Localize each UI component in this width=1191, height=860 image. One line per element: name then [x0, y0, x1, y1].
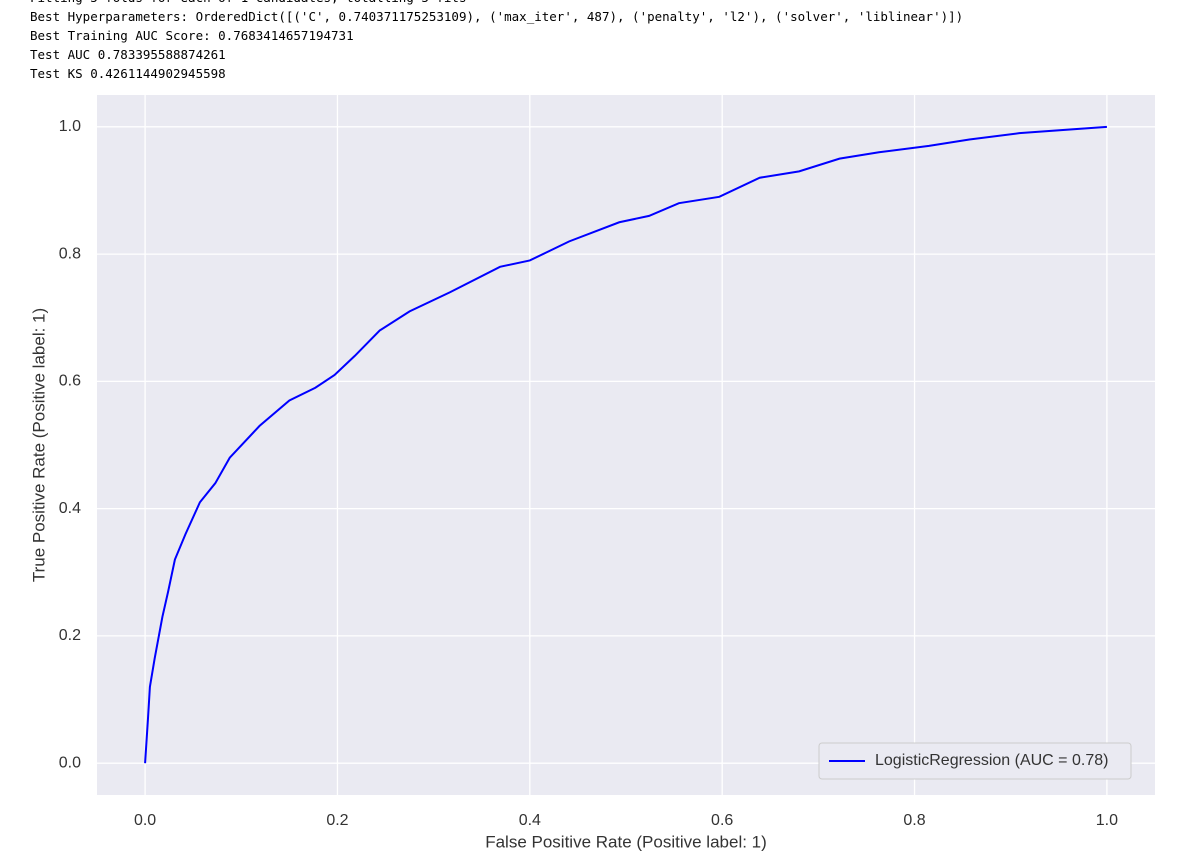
y-tick-label: 1.0: [59, 118, 81, 135]
y-axis-label: True Positive Rate (Positive label: 1): [29, 308, 48, 582]
x-tick-label: 0.6: [711, 812, 733, 829]
output-line: Best Hyperparameters: OrderedDict([('C',…: [30, 9, 964, 24]
output-line: Fitting 5 folds for each of 1 candidates…: [30, 0, 467, 5]
output-line: Best Training AUC Score: 0.7683414657194…: [30, 28, 354, 43]
x-tick-label: 1.0: [1096, 812, 1118, 829]
x-tick-label: 0.0: [134, 812, 156, 829]
y-tick-label: 0.8: [59, 245, 81, 262]
output-line: Test KS 0.4261144902945598: [30, 66, 226, 81]
y-tick-label: 0.6: [59, 373, 81, 390]
y-tick-label: 0.2: [59, 627, 81, 644]
plot-area: [97, 95, 1155, 795]
legend-box: [818, 742, 1132, 780]
output-line: Test AUC 0.783395588874261: [30, 47, 226, 62]
x-tick-label: 0.4: [519, 812, 541, 829]
x-tick-label: 0.8: [903, 812, 925, 829]
roc-curve: [144, 125, 1107, 764]
x-tick-label: 0.2: [326, 812, 348, 829]
y-tick-label: 0.4: [59, 500, 81, 517]
x-axis-label: False Positive Rate (Positive label: 1): [485, 832, 767, 851]
legend-label: LogisticRegression (AUC = 0.78): [875, 752, 1108, 769]
y-tick-label: 0.0: [59, 754, 81, 771]
